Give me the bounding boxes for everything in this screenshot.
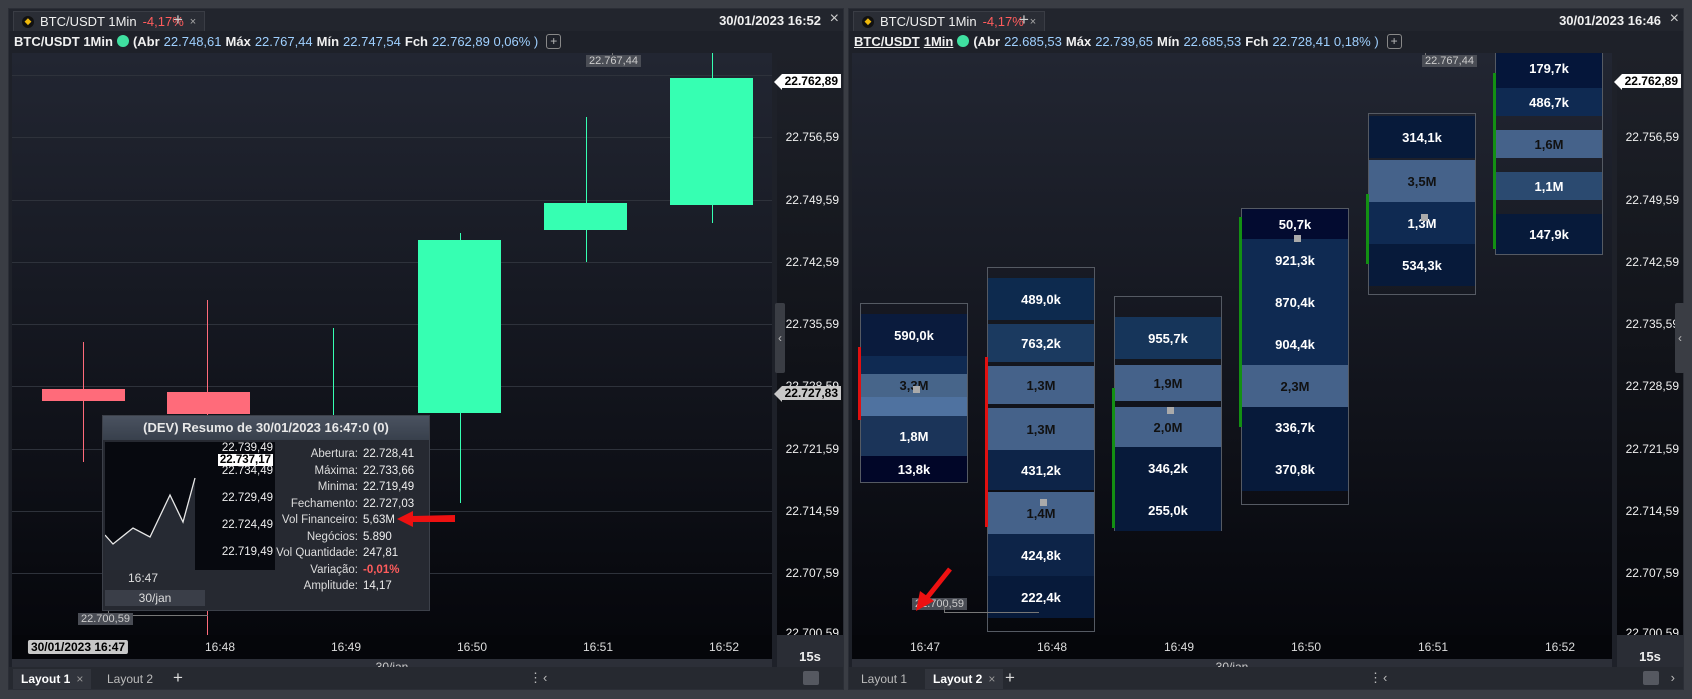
price-axis[interactable]: 22.756,59 22.749,59 22.742,59 22.735,59 …: [1613, 53, 1685, 640]
tab-change: -4,17%: [142, 14, 184, 29]
candle-1651[interactable]: [544, 203, 627, 230]
low-value: 22.685,53: [1183, 33, 1242, 49]
tab-bar: ◆ BTC/USDT 1Min -4,17% × + 30/01/2023 16…: [849, 9, 1683, 31]
layout-bar: Layout 1 Layout 2 × + ⋮ ‹ ›: [849, 667, 1683, 689]
last-price-tag: 22.762,89: [1613, 74, 1681, 90]
candle-1650[interactable]: [418, 240, 501, 413]
ohlc-info-bar: BTC/USDT 1Min (Abr 22.748,61 Máx 22.767,…: [14, 32, 562, 50]
low-price-label: 22.700,59: [78, 613, 133, 625]
mini-price-tag: 22.737,17: [217, 454, 273, 466]
scrollbar-thumb[interactable]: [1643, 671, 1659, 685]
status-dot-icon: [957, 35, 970, 47]
open-value: 22.685,53: [1004, 33, 1062, 49]
chart-panel-left: ◆ BTC/USDT 1Min -4,17% × + 30/01/2023 16…: [8, 8, 844, 690]
high-label: Máx: [225, 33, 251, 49]
add-indicator-button[interactable]: +: [546, 33, 562, 49]
summary-rows: Abertura: 22.728,41 Máxima: 22.733,66 Mini…: [276, 448, 415, 592]
menu-dots-icon[interactable]: ⋮: [1369, 670, 1382, 685]
tooltip-title: (DEV) Resumo de 30/01/2023 16:47:0 (0): [103, 416, 429, 440]
candle-1652[interactable]: [670, 78, 753, 205]
red-arrow-annotation: [916, 567, 952, 611]
tab-bar: ◆ BTC/USDT 1Min -4,17% × + 30/01/2023 16…: [9, 9, 843, 31]
low-label: Mín: [316, 33, 340, 49]
candle-wick: [83, 342, 84, 462]
add-layout-button[interactable]: +: [1005, 668, 1015, 687]
scroll-left-icon[interactable]: ‹: [543, 670, 548, 685]
ohlc-info-bar: BTC/USDT 1Min (Abr 22.685,53 Máx 22.739,…: [854, 32, 1402, 50]
scroll-left-icon[interactable]: ‹: [1383, 670, 1388, 685]
info-symbol[interactable]: BTC/USDT: [854, 33, 920, 49]
candle-summary-tooltip: (DEV) Resumo de 30/01/2023 16:47:0 (0) 2…: [102, 415, 430, 611]
mini-date: 30/jan: [105, 590, 205, 606]
footprint-1648[interactable]: 489,0k 763,2k 1,3M 1,3M 431,2k 1,4M 424,…: [987, 267, 1095, 632]
high-value: 22.767,44: [254, 33, 313, 49]
layout-tab-1[interactable]: Layout 1: [861, 672, 908, 686]
info-symbol[interactable]: BTC/USDT 1Min: [14, 33, 113, 49]
info-interval[interactable]: 1Min: [923, 33, 954, 49]
candle-wick: [333, 328, 334, 418]
chart-tab[interactable]: ◆ BTC/USDT 1Min -4,17% ×: [13, 11, 206, 31]
footprint-1650[interactable]: 50,7k 921,3k 870,4k 904,4k 2,3M 336,7k 3…: [1241, 208, 1349, 505]
last-price-tag: 22.762,89: [773, 74, 841, 90]
footprint-1649[interactable]: 955,7k 1,9M 2,0M 346,2k 255,0k: [1114, 296, 1222, 531]
footprint-1651[interactable]: 314,1k 3,5M 1,3M 534,3k: [1368, 113, 1476, 295]
candle-1647[interactable]: [42, 389, 125, 401]
high-value: 22.739,65: [1095, 33, 1154, 49]
close-window-icon[interactable]: ×: [1669, 10, 1679, 27]
add-indicator-button[interactable]: +: [1386, 33, 1402, 49]
chart-datetime: 30/01/2023 16:52: [719, 13, 821, 28]
scroll-right-icon[interactable]: ›: [1670, 670, 1675, 685]
red-arrow-annotation: [397, 511, 455, 527]
close-label: Fch: [404, 33, 429, 49]
layout-tab-2[interactable]: Layout 2: [107, 672, 154, 686]
add-tab-button[interactable]: +: [173, 10, 183, 29]
footprint-1647[interactable]: 590,0k 3,3M 1,8M 13,8k: [860, 303, 968, 483]
low-value: 22.747,54: [343, 33, 401, 49]
close-window-icon[interactable]: ×: [829, 10, 839, 27]
mini-time: 16:47: [128, 571, 159, 585]
close-layout-icon[interactable]: ×: [76, 672, 84, 686]
mini-price-axis: 22.739,49 22.734,49 22.729,49 22.724,49 …: [213, 442, 275, 570]
close-layout-icon[interactable]: ×: [988, 672, 996, 686]
binance-icon: ◆: [22, 15, 34, 28]
tab-change: -4,17%: [982, 14, 1024, 29]
chart-datetime: 30/01/2023 16:46: [1559, 13, 1661, 28]
open-value: 22.748,61: [163, 33, 222, 49]
close-value: 22.762,89 0,06% ): [432, 33, 539, 49]
cursor-price-tag: 22.727,83: [773, 386, 841, 402]
close-tab-icon[interactable]: ×: [189, 15, 197, 28]
layout-bar: Layout 1 × Layout 2 + ⋮ ‹: [9, 667, 843, 689]
chart-tab[interactable]: ◆ BTC/USDT 1Min -4,17% ×: [853, 11, 1046, 31]
layout-tab-2[interactable]: Layout 2 ×: [925, 669, 1004, 689]
price-axis[interactable]: 22.756,59 22.749,59 22.742,59 22.735,59 …: [773, 53, 843, 640]
high-price-label: 22.767,44: [586, 55, 641, 67]
add-layout-button[interactable]: +: [173, 668, 183, 687]
binance-icon: ◆: [862, 15, 874, 28]
collapse-panel-handle[interactable]: ‹: [1675, 303, 1685, 373]
open-label: (Abr: [132, 33, 160, 49]
high-price-label: 22.767,44: [1422, 55, 1477, 67]
collapse-panel-handle[interactable]: ‹: [775, 303, 785, 373]
candle-1648[interactable]: [167, 392, 250, 414]
layout-tab-1[interactable]: Layout 1 ×: [13, 669, 92, 689]
close-value: 22.728,41 0,18% ): [1272, 33, 1379, 49]
chart-panel-right: ◆ BTC/USDT 1Min -4,17% × + 30/01/2023 16…: [848, 8, 1685, 690]
footprint-plot[interactable]: 590,0k 3,3M 1,8M 13,8k 489,0k 763,2k 1,3…: [852, 53, 1612, 635]
status-dot-icon: [116, 35, 129, 47]
add-tab-button[interactable]: +: [1019, 10, 1029, 29]
menu-dots-icon[interactable]: ⋮: [529, 670, 542, 685]
candle-wick: [586, 117, 587, 262]
time-axis[interactable]: 16:47 16:48 16:49 16:50 16:51 16:52: [852, 635, 1612, 659]
scrollbar-thumb[interactable]: [803, 671, 819, 685]
close-tab-icon[interactable]: ×: [1029, 15, 1037, 28]
footprint-1652[interactable]: 179,7k 486,7k 1,6M 1,1M 147,9k: [1495, 53, 1603, 255]
tab-symbol: BTC/USDT 1Min: [880, 14, 977, 29]
time-axis[interactable]: 30/01/2023 16:47 16:48 16:49 16:50 16:51…: [12, 635, 772, 659]
tab-symbol: BTC/USDT 1Min: [40, 14, 137, 29]
